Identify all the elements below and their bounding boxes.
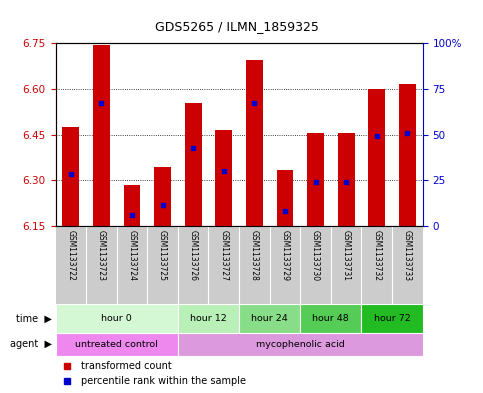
Bar (300, 304, 361, 332)
Text: hour 48: hour 48 (313, 314, 349, 323)
Bar (338, 133, 355, 226)
Bar (56, 304, 178, 332)
Text: hour 0: hour 0 (101, 314, 132, 323)
Bar (361, 304, 423, 332)
Text: agent  ▶: agent ▶ (10, 340, 52, 349)
Text: GSM1133726: GSM1133726 (189, 230, 198, 281)
Text: GSM1133724: GSM1133724 (128, 230, 137, 281)
Bar (93, 45, 110, 226)
Text: GSM1133729: GSM1133729 (281, 230, 289, 281)
Text: GSM1133723: GSM1133723 (97, 230, 106, 281)
Bar (215, 130, 232, 226)
Bar (369, 89, 385, 226)
Bar (399, 84, 416, 226)
Text: GSM1133731: GSM1133731 (341, 230, 351, 281)
Bar (246, 60, 263, 226)
Bar (185, 103, 201, 226)
Text: GSM1133722: GSM1133722 (66, 230, 75, 281)
Bar (62, 127, 79, 226)
Bar (56, 332, 178, 356)
Bar (277, 170, 293, 226)
Text: GSM1133727: GSM1133727 (219, 230, 228, 281)
Bar (178, 304, 239, 332)
Bar (239, 304, 300, 332)
Text: GSM1133733: GSM1133733 (403, 230, 412, 281)
Text: transformed count: transformed count (81, 361, 172, 371)
Bar (307, 133, 324, 226)
Bar (178, 332, 423, 356)
Text: GSM1133725: GSM1133725 (158, 230, 167, 281)
Text: percentile rank within the sample: percentile rank within the sample (81, 376, 246, 386)
Text: mycophenolic acid: mycophenolic acid (256, 340, 345, 349)
Text: hour 12: hour 12 (190, 314, 227, 323)
Bar (154, 167, 171, 226)
Text: hour 24: hour 24 (251, 314, 288, 323)
Text: untreated control: untreated control (75, 340, 158, 349)
Text: GSM1133730: GSM1133730 (311, 230, 320, 281)
Text: hour 72: hour 72 (374, 314, 411, 323)
Text: GDS5265 / ILMN_1859325: GDS5265 / ILMN_1859325 (155, 20, 319, 33)
Text: time  ▶: time ▶ (16, 313, 52, 323)
Text: GSM1133728: GSM1133728 (250, 230, 259, 281)
Text: GSM1133732: GSM1133732 (372, 230, 381, 281)
Bar (124, 185, 141, 226)
